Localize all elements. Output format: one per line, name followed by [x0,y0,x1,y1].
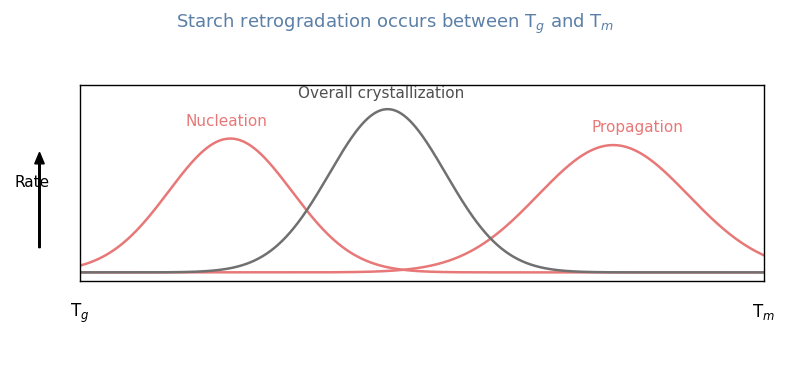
Text: Nucleation: Nucleation [186,114,268,129]
Text: Rate: Rate [14,175,49,190]
Text: T$_m$: T$_m$ [752,302,775,322]
Text: Starch retrogradation occurs between T$_g$ and T$_m$: Starch retrogradation occurs between T$_… [176,11,614,36]
Text: Overall crystallization: Overall crystallization [298,86,464,101]
Text: T$_g$: T$_g$ [70,302,89,325]
Text: Propagation: Propagation [591,120,683,135]
